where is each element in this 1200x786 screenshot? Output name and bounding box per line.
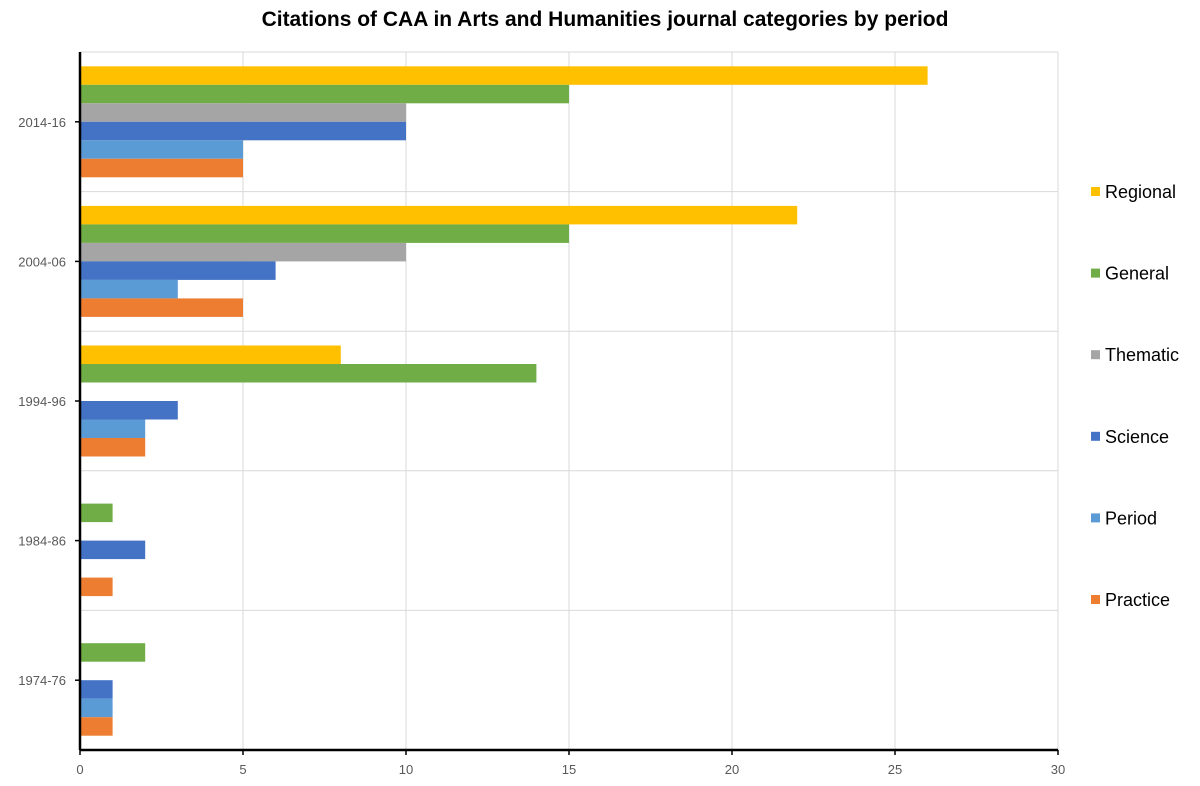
legend-swatch-period	[1091, 513, 1100, 523]
bar-period	[80, 698, 113, 718]
legend-label-general: General	[1105, 264, 1169, 284]
bar-science	[80, 680, 113, 699]
x-tick-label: 25	[888, 762, 902, 777]
legend-label-practice: Practice	[1105, 590, 1170, 610]
legend-swatch-general	[1091, 268, 1100, 278]
x-tick-label: 15	[562, 762, 576, 777]
bar-general	[80, 503, 113, 523]
legend-label-regional: Regional	[1105, 182, 1176, 202]
y-tick-label: 1974-76	[18, 673, 66, 688]
bar-general	[80, 364, 537, 383]
y-tick-label: 1994-96	[18, 394, 66, 409]
bar-practice	[80, 158, 243, 178]
bar-regional	[80, 205, 798, 225]
bar-thematic	[80, 103, 406, 122]
bar-general	[80, 643, 146, 662]
legend-swatch-thematic	[1091, 350, 1100, 360]
bar-practice	[80, 717, 113, 736]
bar-science	[80, 401, 178, 420]
bar-general	[80, 224, 569, 243]
bar-practice	[80, 577, 113, 597]
bar-period	[80, 140, 243, 159]
bar-science	[80, 121, 406, 141]
legend-swatch-practice	[1091, 595, 1100, 604]
y-tick-label: 2004-06	[18, 254, 66, 269]
legend-label-science: Science	[1105, 427, 1169, 447]
bar-science	[80, 540, 146, 560]
x-tick-label: 5	[239, 762, 246, 777]
chart-title: Citations of CAA in Arts and Humanities …	[261, 8, 949, 31]
legend-label-period: Period	[1105, 508, 1157, 528]
bar-period	[80, 419, 146, 438]
bar-practice	[80, 298, 243, 317]
bar-general	[80, 84, 569, 104]
x-tick-label: 10	[399, 762, 413, 777]
legend-label-thematic: Thematic	[1105, 345, 1179, 365]
bar-regional	[80, 345, 341, 364]
x-tick-label: 30	[1051, 762, 1065, 777]
y-tick-label: 2014-16	[18, 115, 66, 130]
legend-swatch-regional	[1091, 187, 1100, 196]
bar-regional	[80, 66, 928, 85]
x-tick-label: 20	[725, 762, 739, 777]
bar-science	[80, 261, 276, 280]
legend-swatch-science	[1091, 431, 1100, 441]
x-tick-label: 0	[76, 762, 83, 777]
bar-thematic	[80, 242, 406, 262]
bar-practice	[80, 438, 146, 457]
bar-period	[80, 279, 178, 299]
y-tick-label: 1984-86	[18, 534, 66, 549]
